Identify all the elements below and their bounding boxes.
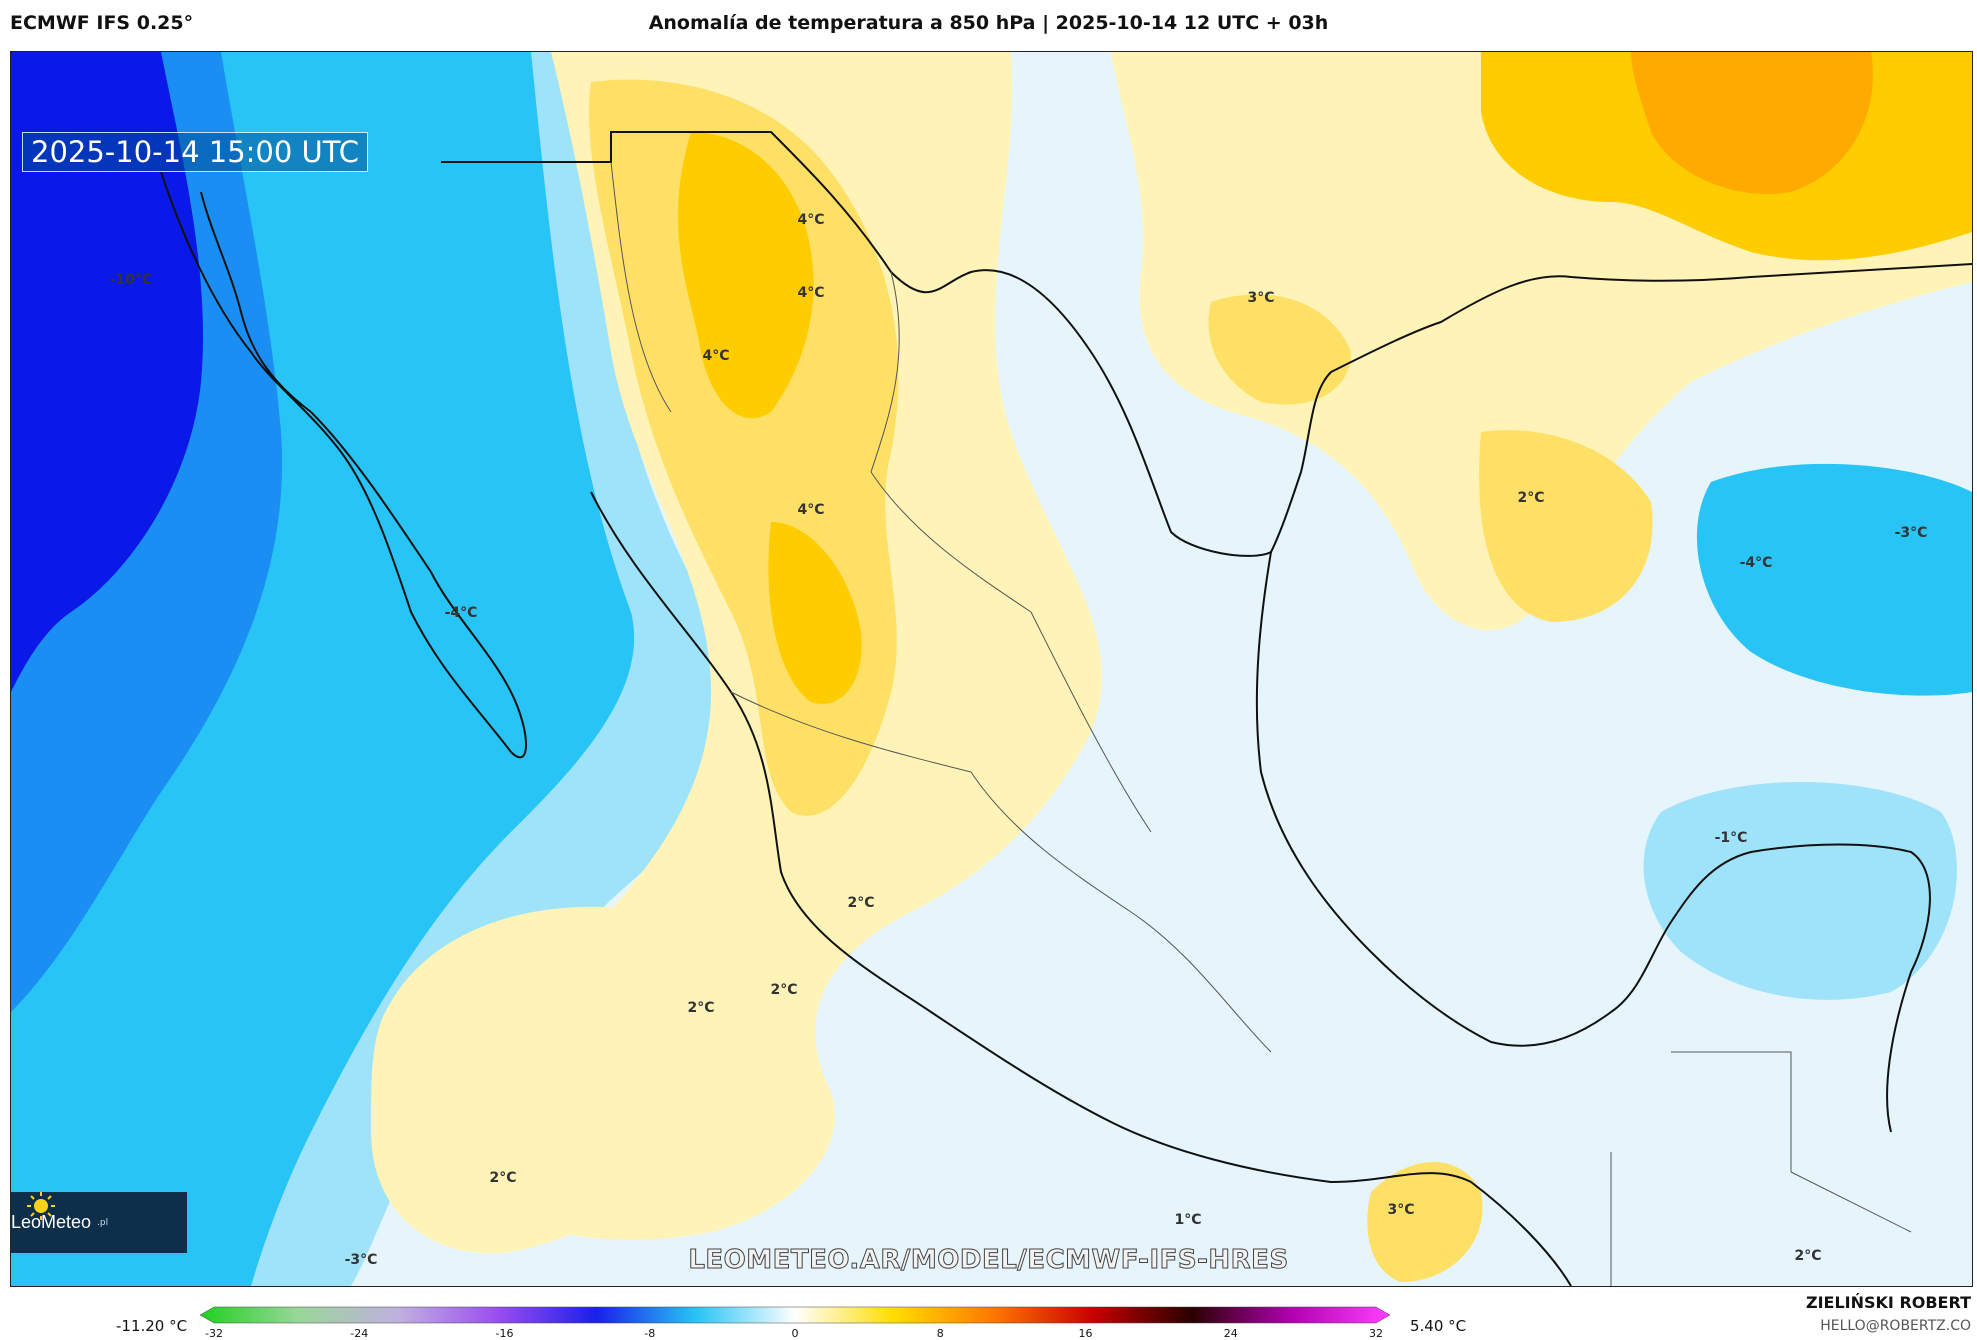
contour-label: 2°C	[770, 982, 797, 998]
contour-label: 1°C	[1174, 1212, 1201, 1228]
contour-label: -3°C	[345, 1252, 378, 1268]
coastline-mainland	[441, 131, 1972, 557]
source-url: LEOMETEO.AR/MODEL/ECMWF-IFS-HRES	[688, 1245, 1289, 1276]
legend-tick-label: -16	[495, 1327, 514, 1340]
logo-name: LeoMeteo	[11, 1212, 92, 1232]
cold-zone-deep	[11, 52, 203, 692]
contour-label: -10°C	[110, 272, 153, 288]
contour-label: -3°C	[1895, 525, 1928, 541]
legend-tick-label: 0	[791, 1327, 799, 1340]
coastline-gulf-south	[1255, 551, 1931, 1133]
legend-tick-label: 16	[1078, 1327, 1093, 1340]
contour-label: 2°C	[489, 1170, 516, 1186]
contour-label: 3°C	[1387, 1202, 1414, 1218]
legend-tick-label: 32	[1369, 1327, 1383, 1340]
legend-min-label: -11.20 °C	[116, 1317, 188, 1335]
contour-label: 4°C	[797, 212, 824, 228]
color-scale-bar	[200, 1306, 1390, 1324]
contour-label: 2°C	[847, 895, 874, 911]
map-title: Anomalía de temperatura a 850 hPa | 2025…	[648, 12, 1329, 34]
map-panel: -10°C 4°C 4°C 4°C 4°C 3°C 2°C -4°C -3°C -4°C -1°C 2…	[10, 51, 1973, 1287]
state-borders	[610, 161, 1912, 1286]
contour-label: 4°C	[797, 285, 824, 301]
valid-time-badge: 2025-10-14 15:00 UTC	[22, 132, 369, 172]
legend-tick-label: -8	[644, 1327, 656, 1340]
anomaly-map: -10°C 4°C 4°C 4°C 4°C 3°C 2°C -4°C -3°C -4°C -1°C 2…	[11, 52, 1972, 1286]
warm-zone-core-2	[768, 522, 862, 704]
contour-label: 4°C	[702, 348, 729, 364]
warm-zone-tehuantepec	[1367, 1162, 1483, 1282]
warm-zone-gulf-2	[1208, 294, 1351, 405]
contour-label: 4°C	[797, 502, 824, 518]
contour-labels: -10°C 4°C 4°C 4°C 4°C 3°C 2°C -4°C -3°C -4°C -1°C 2…	[110, 212, 1928, 1268]
author-name: ZIELIŃSKI ROBERT	[1805, 1293, 1971, 1312]
legend-tick-label: 8	[936, 1327, 944, 1340]
cold-patch-east	[1696, 463, 1972, 696]
contour-label: -4°C	[445, 605, 478, 621]
coastline-pacific-south	[590, 491, 1572, 1286]
contour-label: -1°C	[1715, 830, 1748, 846]
warm-zone-gulf-3	[1479, 430, 1653, 622]
sun-icon	[27, 1192, 55, 1220]
contour-label: 2°C	[1517, 490, 1544, 506]
legend-max-label: 5.40 °C	[1410, 1317, 1467, 1335]
contour-label: 2°C	[687, 1000, 714, 1016]
leometeo-logo: LeoMeteo .pl	[11, 1192, 187, 1253]
legend-tick-label: -24	[350, 1327, 369, 1340]
model-name: ECMWF IFS 0.25°	[10, 12, 194, 34]
warm-zone-north-east-core	[1631, 52, 1873, 194]
contour-label: 3°C	[1247, 290, 1274, 306]
cool-patch-caribbean	[1643, 782, 1957, 1000]
legend-tick-label: 24	[1223, 1327, 1238, 1340]
coastline-baja	[160, 171, 527, 759]
contour-label: 2°C	[1794, 1248, 1821, 1264]
warm-zone-core	[678, 132, 814, 419]
logo-suffix: .pl	[97, 1217, 109, 1228]
legend-tick-label: -32	[205, 1327, 223, 1340]
contour-label: -4°C	[1740, 555, 1773, 571]
author-email: HELLO@ROBERTZ.CO	[1820, 1318, 1971, 1334]
warm-zone-south	[371, 906, 747, 1254]
